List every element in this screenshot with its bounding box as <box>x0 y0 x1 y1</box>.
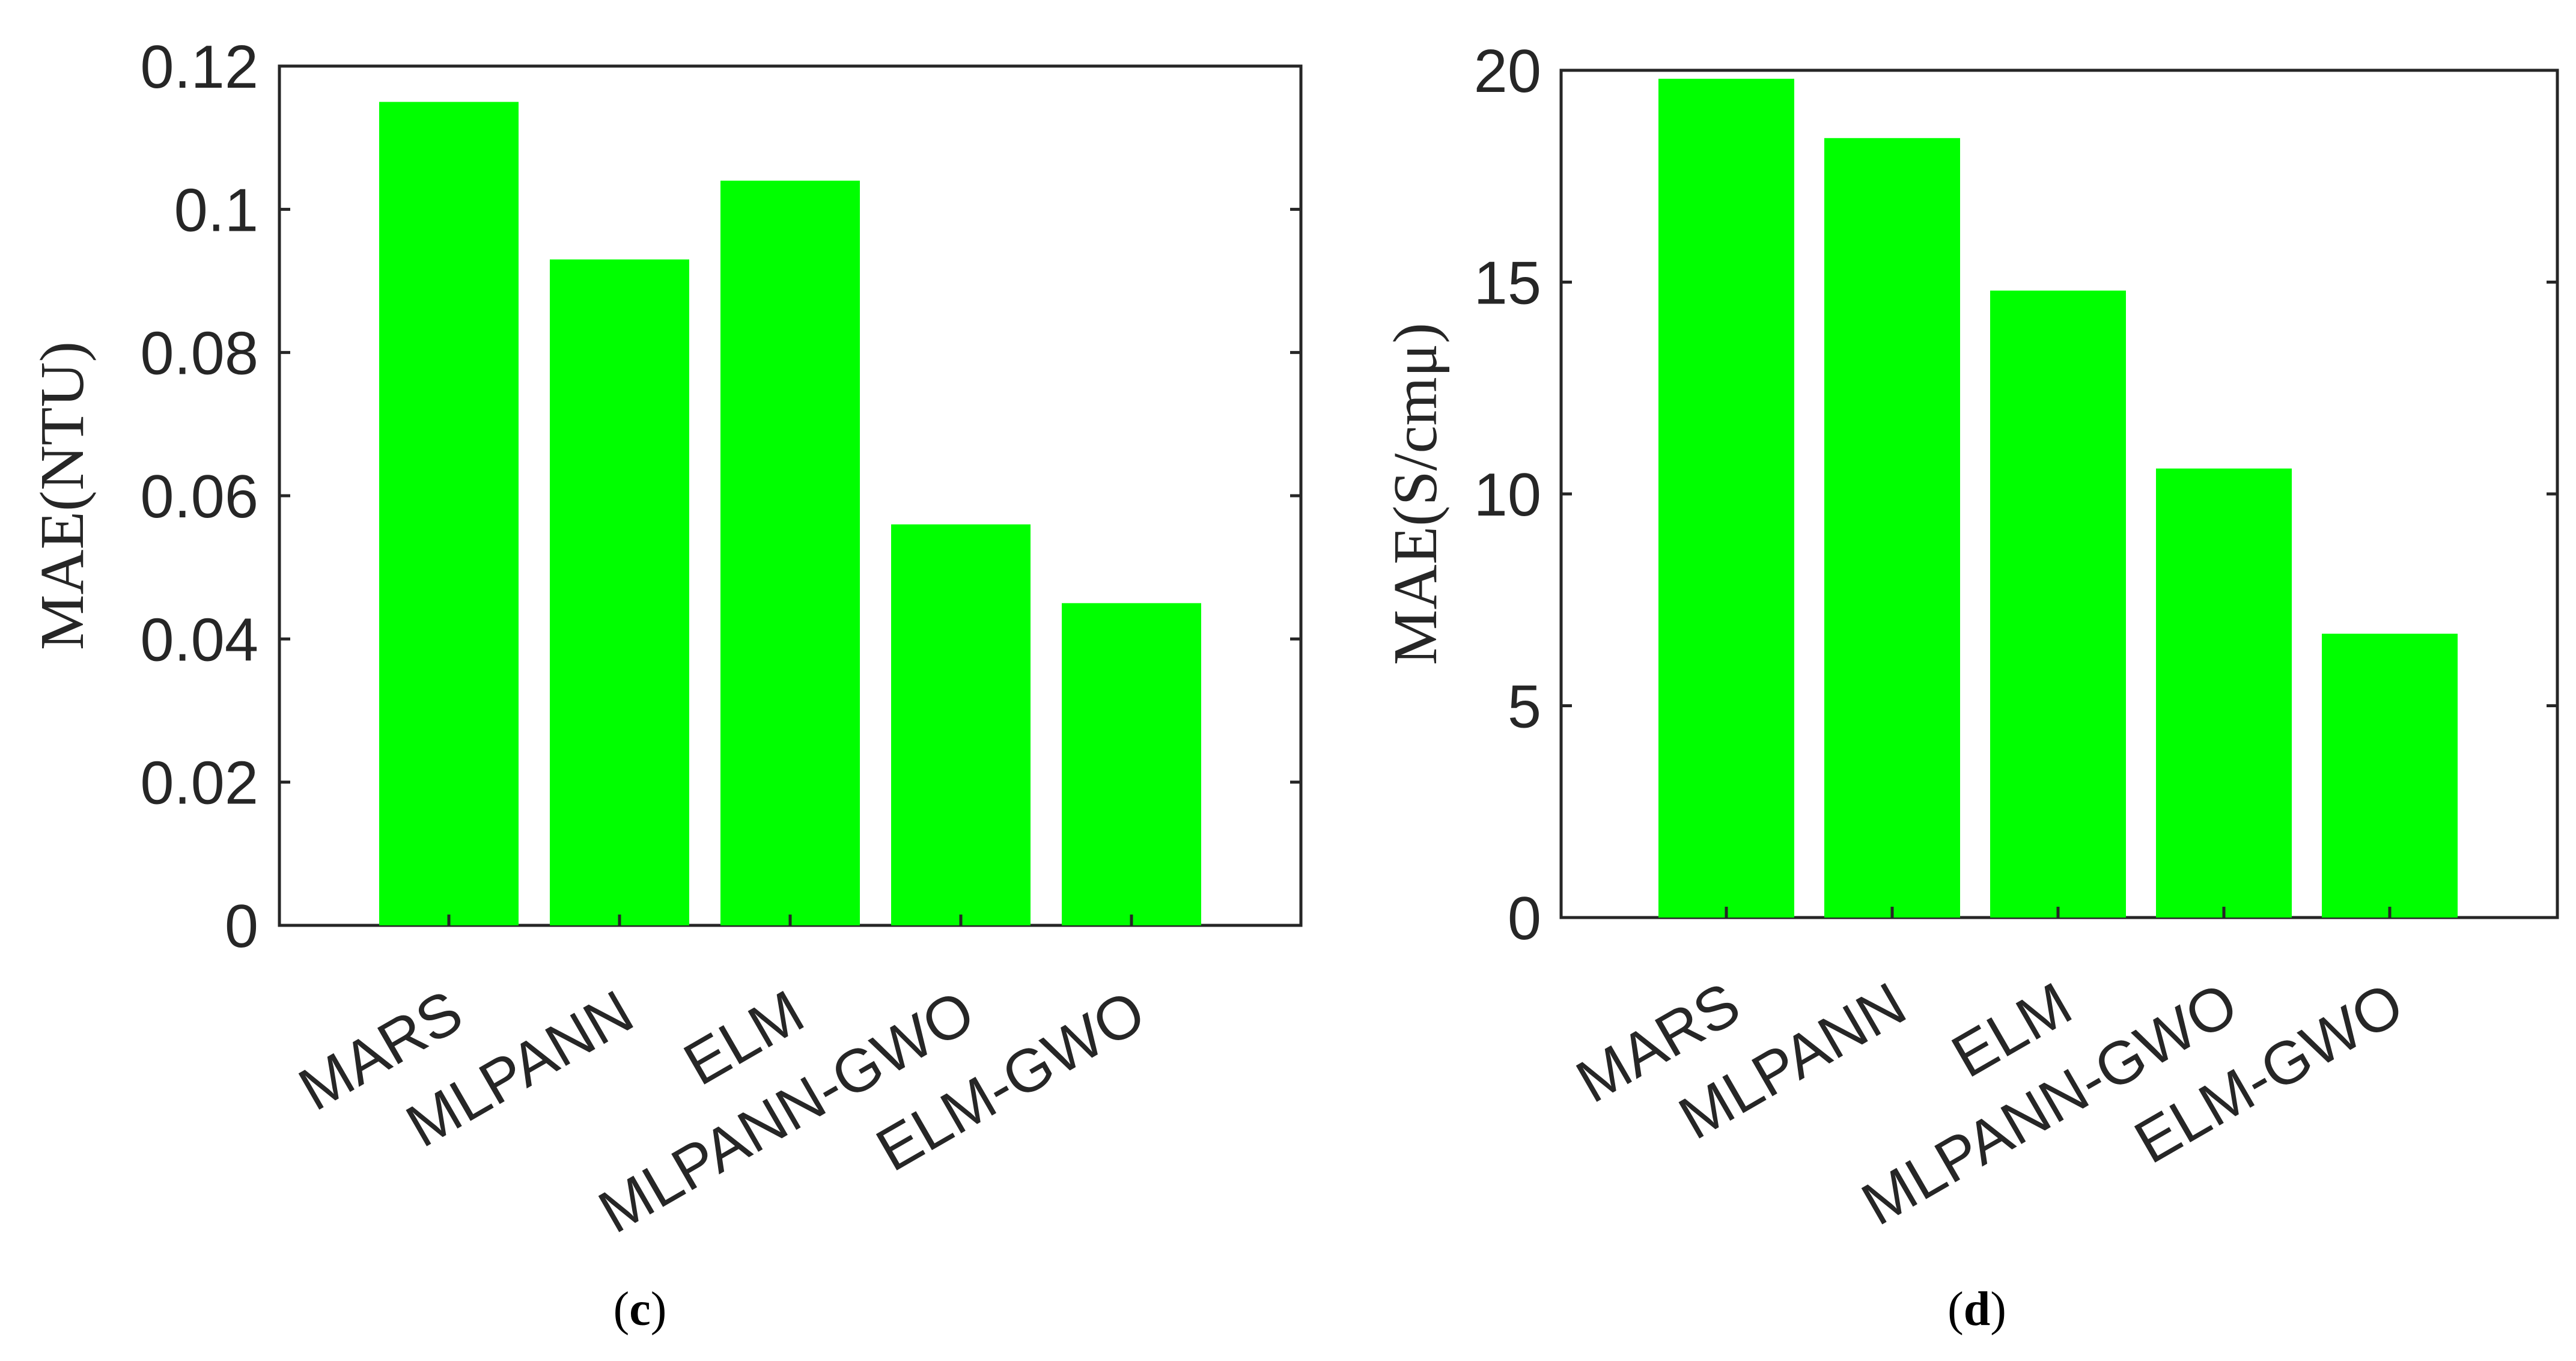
bar-mlpann-gwo <box>2156 468 2292 918</box>
y-tick-label: 5 <box>1508 674 1541 741</box>
y-tick-label: 0.06 <box>140 463 258 531</box>
chart-c-panel-label: (c) <box>614 1283 667 1336</box>
bar-mars <box>379 102 519 925</box>
bar-mlpann <box>1824 138 1960 918</box>
y-tick-label: 0.04 <box>140 606 258 674</box>
y-tick-label: 0.02 <box>140 750 258 817</box>
bar-elm <box>1990 290 2126 918</box>
chart-c-bars <box>379 102 1201 926</box>
chart-c-y-axis-title: MAE(NTU) <box>28 341 97 650</box>
y-tick-label: 0 <box>1508 885 1541 952</box>
y-tick-label: 20 <box>1474 38 1541 105</box>
y-tick-label: 15 <box>1474 250 1541 317</box>
y-tick-label: 0.1 <box>174 177 258 244</box>
y-tick-label: 0 <box>225 893 258 960</box>
bar-mars <box>1658 79 1794 918</box>
chart-d-bars <box>1658 79 2458 918</box>
y-tick-label: 10 <box>1474 461 1541 529</box>
chart-d-y-axis-title: MAE(S/cmμ) <box>1381 323 1450 665</box>
bar-mlpann <box>550 259 689 925</box>
chart-c-y-ticks: 0 0.02 0.04 0.06 0.08 0.1 0.12 <box>140 34 1301 960</box>
bar-elm <box>720 180 860 926</box>
y-tick-label: 0.12 <box>140 34 258 101</box>
y-tick-label: 0.08 <box>140 320 258 388</box>
bar-mlpann-gwo <box>891 524 1031 925</box>
bar-elm-gwo <box>1062 603 1201 925</box>
chart-d-panel-label: (d) <box>1947 1283 2006 1336</box>
chart-d-y-ticks: 0 5 10 15 20 <box>1474 38 2557 952</box>
bar-elm-gwo <box>2322 633 2458 918</box>
